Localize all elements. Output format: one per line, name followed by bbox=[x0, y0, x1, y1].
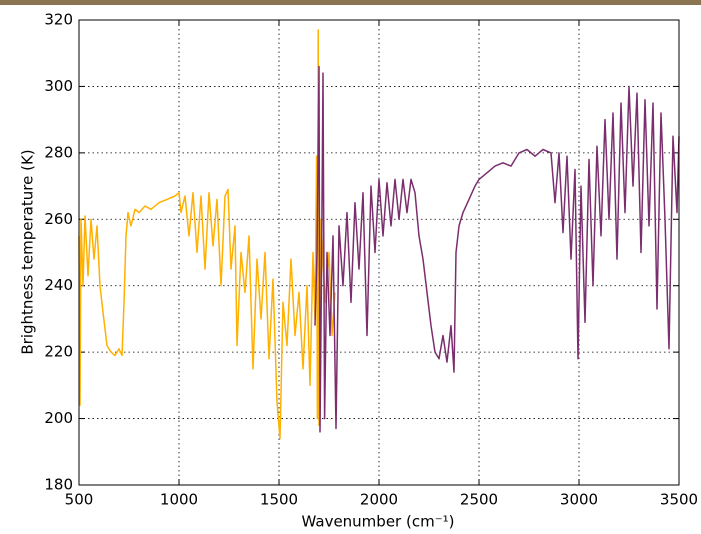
data-line bbox=[314, 65, 680, 433]
image-edge bbox=[0, 0, 701, 5]
y-tick-label: 200 bbox=[44, 409, 73, 427]
y-tick-label: 300 bbox=[44, 77, 73, 95]
y-tick-label: 180 bbox=[44, 476, 73, 494]
y-tick-label: 240 bbox=[44, 276, 73, 294]
y-axis-label: Brightness temperature (K) bbox=[19, 149, 37, 354]
x-tick-label: 3000 bbox=[560, 491, 598, 509]
y-tick-label: 220 bbox=[44, 343, 73, 361]
data-line bbox=[78, 29, 336, 440]
y-tick-label: 280 bbox=[44, 143, 73, 161]
plot-frame bbox=[78, 19, 680, 486]
x-axis-label: Wavenumber (cm⁻¹) bbox=[302, 513, 455, 531]
x-tick-label: 1500 bbox=[260, 491, 298, 509]
x-tick-label: 500 bbox=[65, 491, 94, 509]
x-tick-label: 3500 bbox=[660, 491, 698, 509]
y-tick-label: 320 bbox=[44, 11, 73, 29]
y-tick-label: 260 bbox=[44, 210, 73, 228]
x-tick-label: 2500 bbox=[460, 491, 498, 509]
x-tick-label: 2000 bbox=[360, 491, 398, 509]
x-tick-label: 1000 bbox=[160, 491, 198, 509]
